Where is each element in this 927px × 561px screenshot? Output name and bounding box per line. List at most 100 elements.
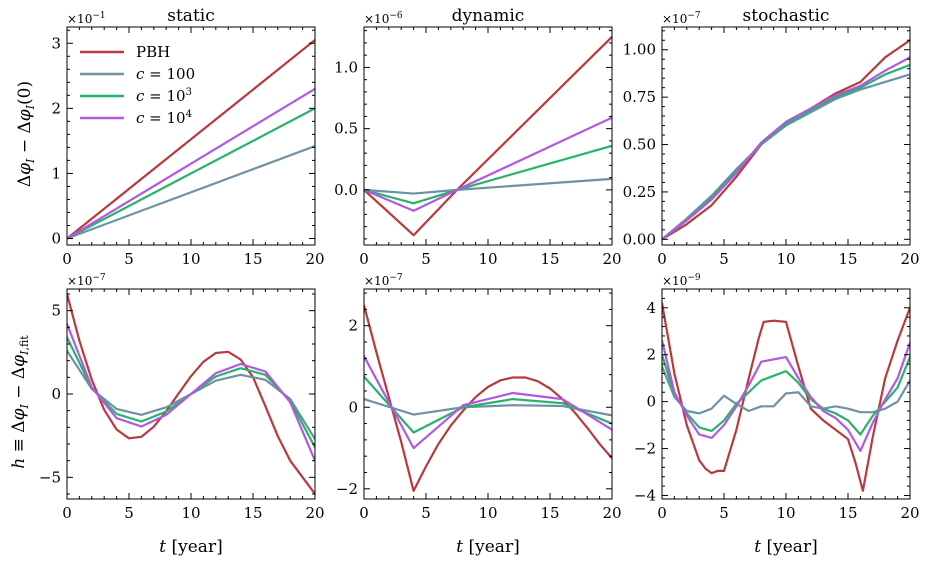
x-tick-label: 15 xyxy=(243,504,262,522)
legend-item-PBH: PBH xyxy=(80,43,170,61)
axes-frame xyxy=(66,26,316,246)
x-tick-label: 5 xyxy=(421,250,431,268)
x-tick-label: 10 xyxy=(478,504,497,522)
y-tick-label: 4 xyxy=(646,299,656,317)
series-line-c=1e3 xyxy=(662,353,910,436)
series-line-c=100 xyxy=(67,144,315,240)
panel-title-static: static xyxy=(167,6,214,26)
panel-title-stochastic: stochastic xyxy=(743,6,830,26)
panel-static-top: 0 5 10 15 20 0 1 2 3 ×10−1 xyxy=(51,11,324,268)
x-axis-label-stochastic-unit: [year] xyxy=(761,537,818,557)
y-tick-label: 1.00 xyxy=(623,41,656,59)
x-tick-label: 20 xyxy=(602,250,621,268)
x-tick-label: 5 xyxy=(719,504,729,522)
y-tick-label: 0 xyxy=(348,398,358,416)
x-tick-label: 20 xyxy=(305,250,324,268)
series-line-c=1e3 xyxy=(662,63,910,241)
series-line-c=1e3 xyxy=(364,144,612,205)
series-line-c=1e3 xyxy=(67,107,315,240)
y-tick-label: 2 xyxy=(51,99,61,117)
x-axis-label-stochastic: t [year] xyxy=(754,537,817,557)
series-line-PBH xyxy=(67,292,315,496)
legend-label: c = 100 xyxy=(136,65,195,83)
x-tick-label: 15 xyxy=(243,250,262,268)
series-line-c=1e3 xyxy=(364,375,612,434)
x-tick-label: 0 xyxy=(62,250,72,268)
panel-stochastic-bottom: 0 5 10 15 20 −4 −2 0 2 4 ×10−9 xyxy=(634,273,920,522)
legend-item-c=1e3: c = 103 xyxy=(80,87,192,105)
y-tick-label: 3 xyxy=(51,34,61,52)
y-tick-label: 2 xyxy=(646,346,656,364)
x-tick-label: 15 xyxy=(838,504,857,522)
series-line-c=100 xyxy=(662,73,910,241)
x-axis-label-static: t [year] xyxy=(159,537,222,557)
x-tick-label: 20 xyxy=(305,504,324,522)
y-axis-multiplier: ×10−6 xyxy=(364,11,403,26)
y-tick-label: 0.25 xyxy=(623,183,656,201)
legend-item-c=100: c = 100 xyxy=(80,65,195,83)
series-line-c=1e4 xyxy=(364,116,612,212)
panel-dynamic-bottom: 0 5 10 15 20−202×10−7 xyxy=(336,273,622,522)
y-axis-multiplier: ×10−1 xyxy=(67,11,106,26)
x-tick-label: 0 xyxy=(359,250,369,268)
y-tick-label: 0.5 xyxy=(334,120,358,138)
x-tick-label: 20 xyxy=(602,504,621,522)
x-tick-label: 15 xyxy=(540,250,559,268)
x-tick-label: 0 xyxy=(359,504,369,522)
y-axis-multiplier: ×10−7 xyxy=(662,11,701,26)
y-tick-label: 0 xyxy=(51,385,61,403)
y-tick-label: 0.50 xyxy=(623,136,656,154)
legend-label: c = 104 xyxy=(136,109,192,127)
y-tick-label: 0.0 xyxy=(334,181,358,199)
y-axis-label-top-text: ΔφI − ΔφI(0) xyxy=(15,81,37,187)
series-line-c=1e4 xyxy=(67,322,315,462)
x-tick-label: 5 xyxy=(719,250,729,268)
y-tick-label: −4 xyxy=(634,486,656,504)
y-axis-multiplier: ×10−9 xyxy=(662,273,701,288)
x-axis-label-static-unit: [year] xyxy=(166,537,223,557)
series-line-c=1e4 xyxy=(67,87,315,240)
legend-item-c=1e4: c = 104 xyxy=(80,109,192,127)
x-tick-label: 0 xyxy=(657,250,667,268)
y-axis-label-top: ΔφI − ΔφI(0) xyxy=(15,81,37,187)
legend-label: c = 103 xyxy=(136,87,192,105)
series-line-c=1e4 xyxy=(364,355,612,450)
x-tick-label: 10 xyxy=(478,250,497,268)
y-tick-label: 0 xyxy=(646,393,656,411)
y-axis-label-bottom-text: h ≡ ΔφI − ΔφI,fit xyxy=(9,335,31,469)
panel-dynamic-top: 0 5 10 15 20 0.0 0.5 1.0 ×10−6 xyxy=(334,11,621,268)
x-axis-label-dynamic-unit: [year] xyxy=(463,537,520,557)
series-line-PBH xyxy=(662,301,910,492)
panel-static-bottom: 0 5 10 15 20−505×10−7 xyxy=(39,273,325,522)
y-axis-multiplier: ×10−7 xyxy=(364,273,403,288)
series-line-c=100 xyxy=(662,365,910,415)
series-line-c=1e4 xyxy=(662,56,910,241)
y-tick-label: 2 xyxy=(348,317,358,335)
legend-label: PBH xyxy=(136,43,170,61)
x-tick-label: 10 xyxy=(181,504,200,522)
y-tick-label: −2 xyxy=(336,480,358,498)
axes-frame xyxy=(661,26,911,246)
x-tick-label: 10 xyxy=(776,504,795,522)
y-tick-label: −5 xyxy=(39,468,61,486)
series-line-c=100 xyxy=(364,177,612,195)
x-axis-label-dynamic: t [year] xyxy=(456,537,519,557)
y-tick-label: 5 xyxy=(51,302,61,320)
y-tick-label: 0 xyxy=(51,229,61,247)
x-tick-label: 5 xyxy=(124,504,134,522)
x-tick-label: 15 xyxy=(838,250,857,268)
y-tick-label: 0.00 xyxy=(623,230,656,248)
panel-title-dynamic: dynamic xyxy=(452,6,525,26)
y-tick-label: −2 xyxy=(634,440,656,458)
series-line-PBH xyxy=(364,35,612,237)
x-tick-label: 5 xyxy=(421,504,431,522)
axes-frame xyxy=(363,288,613,500)
legend: PBH c = 100 c = 103 c = 104 xyxy=(80,43,195,127)
y-tick-label: 1 xyxy=(51,164,61,182)
series-line-PBH xyxy=(67,38,315,240)
x-tick-label: 15 xyxy=(540,504,559,522)
panel-stochastic-top: 0 5 10 15 20 0.00 0.25 0.50 0.75 1.00 ×10−7 xyxy=(623,11,920,268)
x-tick-label: 10 xyxy=(181,250,200,268)
y-tick-label: 1.0 xyxy=(334,58,358,76)
series-line-c=1e4 xyxy=(662,339,910,452)
